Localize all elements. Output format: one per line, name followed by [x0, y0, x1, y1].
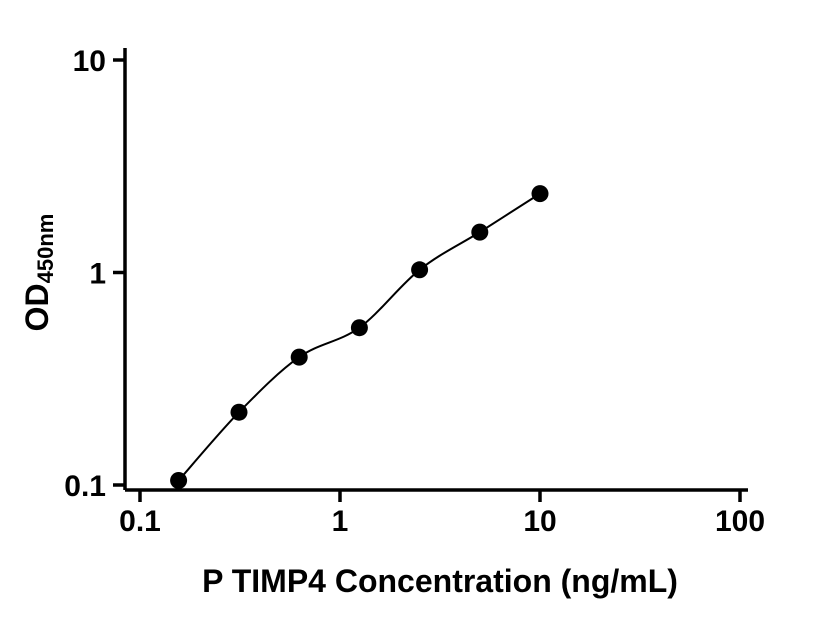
data-point [290, 348, 308, 366]
data-point [230, 403, 248, 421]
y-tick-label: 1 [89, 258, 106, 291]
data-point [531, 185, 549, 203]
x-tick-label: 100 [715, 505, 765, 538]
x-tick-label: 0.1 [119, 505, 161, 538]
y-axis-title: OD450nm [19, 214, 58, 332]
x-tick-label: 1 [332, 505, 349, 538]
y-tick-label: 10 [73, 45, 106, 78]
x-axis-title: P TIMP4 Concentration (ng/mL) [202, 563, 678, 599]
x-tick-label: 10 [523, 505, 556, 538]
data-point [350, 319, 368, 337]
data-point [471, 223, 489, 241]
y-tick-label: 0.1 [64, 470, 106, 503]
data-point [170, 472, 188, 489]
data-point [411, 261, 429, 279]
